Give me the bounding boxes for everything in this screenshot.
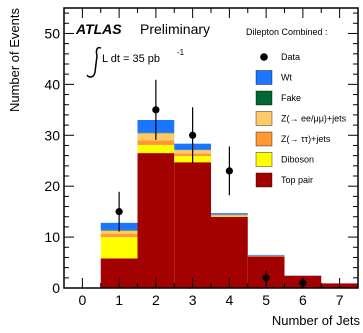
legend-label-fake: Fake [281, 93, 301, 103]
legend: Data Wt Fake Z(→ ee/μμ)+jets Z(→ ττ)+jets Dib… [255, 52, 347, 188]
y-tick-label: 10 [44, 229, 60, 245]
data-point-5 [262, 274, 270, 282]
luminosity-text: L dt = 35 pb [102, 53, 160, 65]
luminosity-exponent: -1 [177, 48, 185, 57]
bar-wt-4 [211, 213, 248, 215]
legend-title: Dilepton Combined : [246, 27, 328, 37]
preliminary-label: Preliminary [140, 21, 210, 37]
bar-top-pair-4 [211, 216, 248, 288]
x-tick-label: 7 [336, 292, 344, 308]
x-tick-label: 2 [152, 292, 160, 308]
legend-label-wt: Wt [281, 73, 292, 83]
y-tick-label: 20 [44, 178, 60, 194]
bar-z-jets-4 [211, 215, 248, 216]
bar-z-ee-jets-1 [100, 230, 138, 235]
legend-swatch-top-pair [255, 172, 273, 188]
y-tick-label: 40 [44, 76, 60, 92]
tick-labels: 0 1 2 3 4 5 6 7 0 10 20 30 40 50 [44, 25, 343, 308]
data-points [115, 79, 307, 288]
bar-diboson-1 [100, 237, 138, 259]
legend-label-data: Data [281, 52, 300, 62]
legend-swatch-fake [255, 90, 273, 106]
legend-swatch-z-ee-jets [255, 111, 273, 126]
legend-swatch-z-jets [255, 131, 273, 147]
bar-z-jets-2 [137, 140, 175, 145]
legend-label-z-jets: Z(→ ττ)+jets [281, 134, 331, 144]
bar-wt-5 [247, 254, 285, 256]
legend-label-z-ee-jets: Z(→ ee/μμ)+jets [281, 114, 347, 124]
x-tick-label: 4 [225, 292, 233, 308]
legend-swatch-wt [255, 70, 273, 85]
x-axis-title: Number of Jets [272, 313, 361, 328]
bar-top-pair-2 [137, 153, 175, 288]
y-axis-title: Number of Events [7, 8, 22, 113]
stacked-histogram [100, 120, 358, 288]
x-tick-label: 6 [299, 292, 307, 308]
bar-top-pair-3 [174, 162, 211, 288]
bar-diboson-4 [211, 215, 248, 217]
x-tick-label: 3 [189, 292, 197, 308]
legend-label-top-pair: Top pair [281, 175, 313, 185]
data-point-1 [115, 208, 123, 216]
axis-ticks [64, 8, 358, 289]
y-tick-label: 50 [44, 25, 60, 41]
bar-diboson-2 [137, 144, 175, 154]
legend-swatch-diboson [255, 152, 273, 167]
bar-z-ee-jets-4 [211, 214, 248, 216]
luminosity-annotation: L dt = 35 pb -1 [86, 46, 185, 78]
atlas-label: ATLAS [75, 21, 122, 37]
data-point-4 [225, 167, 233, 175]
x-tick-label: 0 [78, 292, 86, 308]
x-tick-label: 1 [115, 292, 123, 308]
legend-marker-data [260, 53, 268, 61]
integral-sign-icon [86, 46, 102, 78]
bar-z-jets-1 [100, 234, 138, 238]
legend-label-diboson: Diboson [281, 155, 314, 165]
x-tick-label: 5 [262, 292, 270, 308]
data-point-3 [189, 131, 197, 139]
data-point-2 [152, 106, 160, 114]
y-tick-label: 30 [44, 127, 60, 143]
y-tick-label: 0 [52, 280, 60, 296]
